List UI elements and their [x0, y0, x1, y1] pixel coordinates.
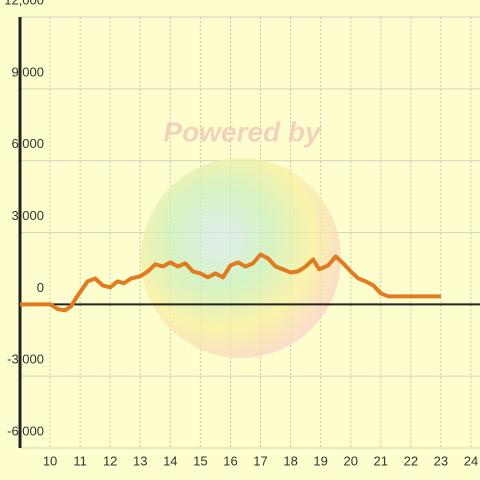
series-line — [20, 252, 441, 313]
x-tick-label: 17 — [253, 453, 267, 468]
x-tick-label: 12 — [103, 453, 117, 468]
y-tick-label: 9,000 — [11, 64, 44, 79]
y-tick-label: 3,000 — [11, 208, 44, 223]
x-tick-label: 19 — [313, 453, 327, 468]
y-tick-label: 0 — [37, 280, 44, 295]
x-tick-label: 18 — [283, 453, 297, 468]
y-tick-label: 12,000 — [4, 0, 44, 7]
x-tick-label: 10 — [43, 453, 57, 468]
x-tick-label: 23 — [434, 453, 448, 468]
x-tick-label: 16 — [223, 453, 237, 468]
y-tick-label: -6,000 — [7, 423, 44, 438]
watermark-logo — [141, 158, 341, 358]
x-tick-label: 20 — [343, 453, 357, 468]
x-tick-label: 24 — [464, 453, 478, 468]
x-tick-label: 11 — [73, 453, 87, 468]
x-tick-label: 13 — [133, 453, 147, 468]
plot: -6,000 -3,000 0 3,000 6,000 9,000 12,000 10 11 12… — [4, 0, 480, 468]
y-tick-label: 6,000 — [11, 136, 44, 151]
x-tick-label: 21 — [374, 453, 388, 468]
y-tick-label: -3,000 — [7, 352, 44, 367]
watermark-text: Powered by — [163, 116, 322, 147]
x-tick-label: 15 — [193, 453, 207, 468]
x-tick-label: 22 — [404, 453, 418, 468]
x-tick-label: 14 — [163, 453, 177, 468]
